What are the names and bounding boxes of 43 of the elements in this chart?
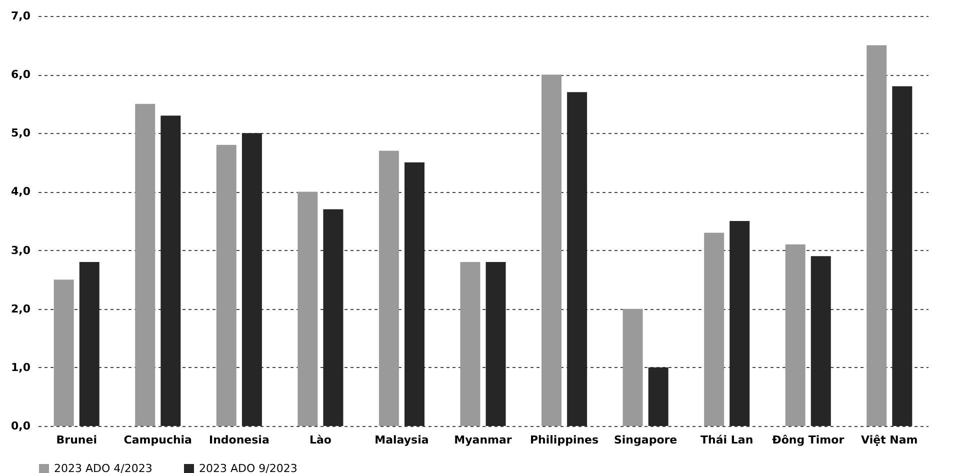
y-tick-label: 2,0 [11,302,31,316]
x-tick-label: Myanmar [454,434,512,446]
x-tick-label: Malaysia [374,434,429,446]
bar [704,232,724,426]
x-tick-label: Philippines [530,434,600,446]
bar [567,92,588,426]
bar [648,367,668,426]
bar [810,256,831,426]
y-tick-label: 0,0 [11,420,31,432]
y-tick-label: 1,0 [11,360,31,374]
bar [486,262,506,426]
bar [242,133,262,426]
bar [730,221,750,426]
bar [866,45,887,426]
y-tick-label: 4,0 [11,185,31,198]
x-tick-label: Thái Lan [700,434,754,446]
y-tick-label: 3,0 [11,244,31,257]
x-tick-label: Singapore [614,434,678,446]
bar [460,262,480,426]
x-tick-label: Việt Nam [861,434,918,446]
x-tick-label: Indonesia [208,434,270,446]
bar [298,192,318,426]
y-tick-label: 7,0 [11,10,31,22]
legend-label: 2023 ADO 4/2023 [54,462,152,473]
y-tick-label: 5,0 [11,126,31,140]
bar [135,104,156,426]
x-tick-label: Brunei [56,434,97,446]
bar [622,308,643,426]
bar [216,144,236,426]
bar [785,244,806,426]
bar [542,74,562,426]
bar [79,262,100,426]
x-tick-label: Lào [309,434,332,446]
bar [378,150,399,426]
bar [54,280,74,426]
bar [323,209,344,426]
bar [892,86,912,426]
y-tick-label: 6,0 [11,68,31,82]
legend-label: 2023 ADO 9/2023 [199,462,298,473]
bar [404,162,424,426]
bar [160,116,181,426]
x-tick-label: Đông Timor [772,434,845,446]
x-tick-label: Campuchia [124,434,192,446]
